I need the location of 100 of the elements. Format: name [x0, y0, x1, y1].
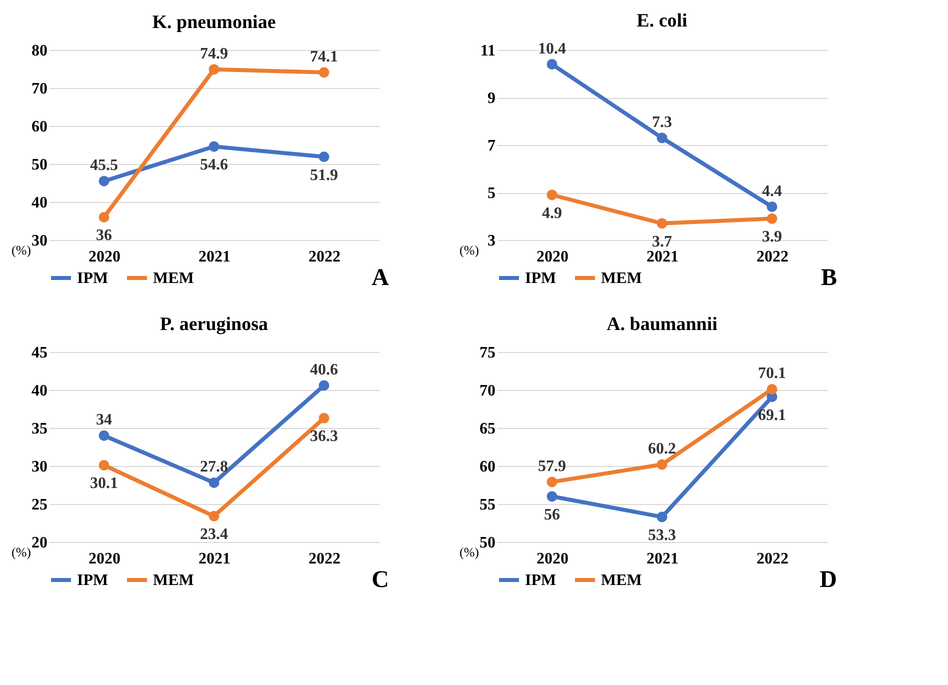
y-tick-label: 75 [480, 344, 496, 362]
data-label: 3.9 [762, 228, 782, 246]
point [318, 67, 330, 78]
y-tick-label: 11 [480, 42, 496, 60]
data-label: 69.1 [758, 406, 786, 424]
y-axis-title: (%) [460, 544, 479, 560]
x-tick-label: 2020 [88, 550, 120, 568]
data-label: 54.6 [200, 156, 228, 174]
point [766, 384, 778, 394]
y-tick-label: 20 [32, 534, 48, 552]
y-tick-label: 3 [488, 232, 496, 250]
y-axis-title: (%) [12, 242, 31, 258]
point [656, 512, 668, 522]
data-label: 53.3 [648, 526, 676, 544]
point [208, 510, 220, 522]
point [656, 132, 668, 144]
data-label: 74.9 [200, 45, 228, 62]
data-label: 4.4 [762, 182, 782, 200]
y-tick-label: 65 [480, 420, 496, 438]
data-label: 36.3 [310, 428, 338, 446]
data-label: 51.9 [310, 166, 338, 184]
data-label: 34 [96, 412, 112, 429]
legend-label: IPM [525, 270, 556, 287]
legend-label: MEM [153, 572, 194, 589]
y-tick-label: 70 [32, 80, 48, 98]
text: C [372, 567, 389, 593]
x-tick-label: 2020 [536, 248, 568, 266]
point [766, 202, 778, 212]
y-tick-label: 35 [32, 420, 48, 438]
x-tick-label: 2021 [646, 248, 678, 266]
data-label: 10.4 [538, 40, 566, 58]
y-tick-label: 7 [488, 138, 496, 154]
point [208, 477, 220, 488]
y-tick-label: 50 [480, 534, 496, 552]
legend-label: MEM [153, 270, 194, 287]
chart-title: E. coli [636, 10, 688, 32]
chart-title: P. aeruginosa [160, 314, 269, 335]
y-tick-label: 40 [32, 382, 48, 400]
y-axis-title: (%) [12, 544, 31, 560]
data-label: 4.9 [542, 204, 562, 222]
data-label: 56 [544, 506, 560, 524]
x-tick-label: 2020 [88, 248, 120, 266]
y-tick-label: 50 [32, 156, 48, 174]
point [656, 459, 668, 470]
text: B [820, 265, 837, 291]
point [766, 213, 778, 224]
legend-label: MEM [601, 270, 642, 287]
point [318, 412, 330, 424]
point [656, 218, 668, 229]
y-tick-label: 30 [32, 458, 48, 476]
x-tick-label: 2022 [756, 248, 788, 266]
x-tick-label: 2021 [198, 248, 230, 266]
data-label: 27.8 [200, 458, 228, 476]
point [98, 176, 110, 186]
data-label: 36 [96, 227, 112, 244]
point [318, 380, 330, 391]
legend-label: IPM [77, 572, 108, 589]
legend-label: IPM [525, 572, 556, 589]
point [318, 152, 330, 162]
data-label: 57.9 [538, 458, 566, 475]
data-label: 70.1 [758, 365, 786, 382]
x-tick-label: 2021 [646, 550, 678, 568]
point [208, 141, 220, 152]
x-tick-label: 2020 [536, 550, 568, 568]
point [98, 430, 110, 441]
data-label: 3.7 [652, 233, 672, 250]
y-tick-label: 60 [32, 118, 48, 136]
y-tick-label: 25 [32, 496, 48, 514]
y-tick-label: 70 [480, 382, 496, 400]
y-tick-label: 60 [480, 458, 496, 476]
data-label: 7.3 [652, 114, 672, 131]
point [546, 476, 558, 488]
point [98, 460, 110, 470]
y-axis-title: (%) [460, 242, 479, 258]
point [208, 64, 220, 75]
y-tick-label: 9 [488, 90, 496, 107]
data-label: 30.1 [90, 475, 118, 492]
point [546, 190, 558, 200]
point [98, 212, 110, 222]
y-tick-label: 30 [32, 232, 48, 250]
point [546, 491, 558, 502]
x-tick-label: 2021 [198, 550, 230, 568]
point [546, 59, 558, 70]
data-label: 40.6 [310, 361, 338, 378]
legend-label: IPM [77, 270, 108, 287]
y-tick-label: 45 [32, 344, 48, 362]
x-tick-label: 2022 [308, 550, 340, 568]
data-label: 60.2 [648, 440, 676, 458]
y-tick-label: 5 [488, 185, 496, 202]
chart-title: A. baumannii [606, 314, 718, 335]
y-tick-label: 40 [32, 194, 48, 212]
chart-title: K. pneumoniae [152, 12, 276, 33]
legend-label: MEM [601, 572, 642, 589]
x-tick-label: 2022 [308, 248, 340, 266]
data-label: 45.5 [90, 157, 118, 174]
y-tick-label: 80 [32, 42, 48, 60]
data-label: 74.1 [310, 48, 338, 66]
text: A [372, 265, 390, 291]
x-tick-label: 2022 [756, 550, 788, 568]
y-tick-label: 55 [480, 496, 496, 514]
